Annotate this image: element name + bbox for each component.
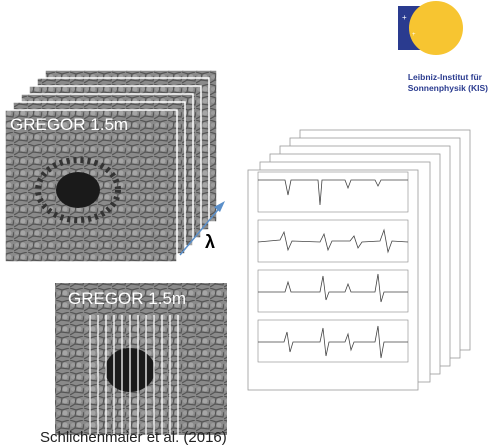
image-label: GREGOR 1.5m [68, 289, 186, 308]
page [248, 170, 418, 390]
sunspot [56, 172, 100, 208]
logo-text: Sonnenphysik (KIS) [408, 83, 488, 93]
spectra-stack [248, 130, 470, 390]
logo-text: Leibniz-Institut für [408, 72, 483, 82]
caption: Schlichenmaier et al. (2016) [40, 429, 227, 446]
svg-text:+: + [412, 32, 416, 38]
wavelength-symbol: λ [205, 232, 215, 252]
svg-text:+: + [402, 13, 407, 22]
logo: + + Leibniz-Institut für Sonnenphysik (K… [398, 1, 488, 93]
image-stack: GREGOR 1.5m [5, 70, 217, 262]
slit-image: GREGOR 1.5m [55, 283, 227, 435]
image-label: GREGOR 1.5m [10, 115, 128, 134]
figure: GREGOR 1.5m λ GREGOR 1.5m [0, 0, 500, 448]
